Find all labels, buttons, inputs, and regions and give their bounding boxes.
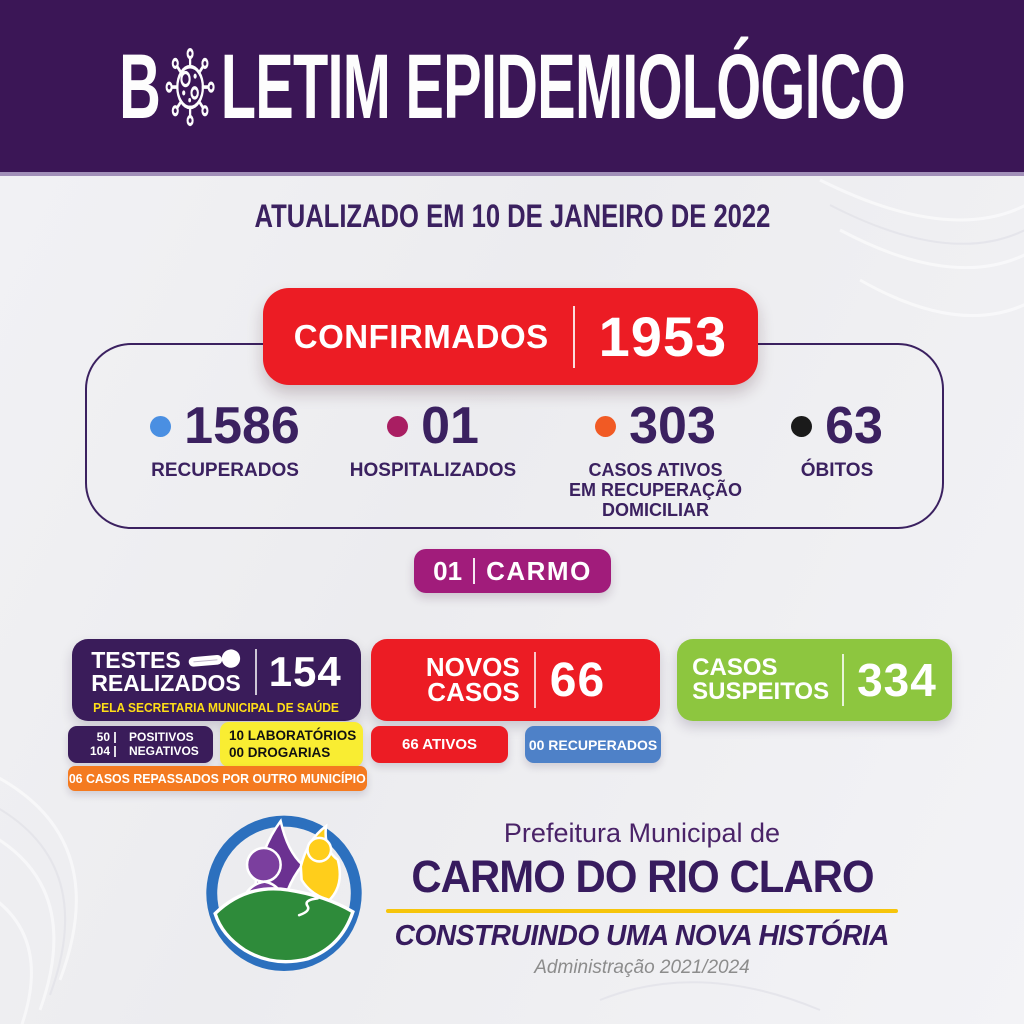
deaths-dot-icon (791, 415, 813, 437)
positives-row: 50 POSITIVOS (96, 729, 194, 744)
stat-deaths: 63 ÓBITOS (762, 400, 912, 481)
test-swab-icon (188, 649, 240, 669)
active-cases-label: CASOS ATIVOS EM RECUPERAÇÃO DOMICILIAR (568, 460, 742, 521)
virus-icon (165, 46, 215, 126)
city-badge-number: 01 (433, 555, 463, 586)
confirmed-banner: CONFIRMADOS 1953 (263, 288, 758, 385)
footer-gold-line (386, 909, 898, 913)
suspected-cases-box: CASOS SUSPEITOS 334 (677, 639, 952, 721)
divider (114, 746, 116, 758)
recovered-dot-icon (150, 415, 172, 437)
confirmed-value: 1953 (598, 305, 728, 368)
test-results-box: 50 POSITIVOS 104 NEGATIVOS (68, 726, 213, 763)
tests-box: TESTES REALIZADOS 154 PELA SECRETARIA MU… (72, 639, 361, 721)
city-hall-logo (206, 815, 362, 972)
title-letter-b: B (119, 33, 161, 138)
test-sources-box: 10 LABORATÓRIOS 00 DROGARIAS (220, 722, 363, 767)
recovered-new-cases-box: 00 RECUPERADOS (525, 726, 661, 763)
hospitalized-label: HOSPITALIZADOS (349, 460, 517, 481)
tests-subtitle: PELA SECRETARIA MUNICIPAL DE SAÚDE (93, 700, 340, 715)
city-badge-name: CARMO (486, 555, 592, 586)
drugstores-line: 00 DROGARIAS (229, 744, 331, 760)
active-new-cases-box: 66 ATIVOS (371, 726, 508, 763)
deaths-label: ÓBITOS (800, 460, 874, 481)
deaths-value: 63 (825, 397, 883, 455)
footer-city-name: CARMO DO RIO CLARO (410, 851, 874, 902)
divider (114, 731, 116, 743)
new-cases-value: 66 (549, 653, 606, 707)
stat-active-cases: 303 CASOS ATIVOS EM RECUPERAÇÃO DOMICILIAR (548, 400, 763, 520)
updated-date: ATUALIZADO EM 10 DE JANEIRO DE 2022 (254, 198, 770, 234)
city-badge: 01 CARMO (414, 549, 611, 593)
negatives-row: 104 NEGATIVOS (89, 744, 199, 758)
recovered-label: RECUPERADOS (151, 460, 299, 481)
transferred-cases-note: 06 CASOS REPASSADOS POR OUTRO MUNICÍPIO (68, 766, 367, 791)
tests-value: 154 (268, 647, 342, 695)
divider (533, 652, 536, 708)
labs-line: 10 LABORATÓRIOS (229, 728, 357, 744)
divider (473, 558, 476, 584)
title-rest: LETIM EPIDEMIOLÓGICO (220, 33, 906, 138)
recovered-value: 1586 (184, 397, 300, 455)
active-cases-value: 303 (629, 397, 716, 455)
new-cases-title: NOVOS CASOS (425, 652, 520, 707)
new-cases-box: NOVOS CASOS 66 (371, 639, 660, 721)
divider (842, 654, 845, 706)
hospitalized-dot-icon (387, 415, 409, 437)
suspected-value: 334 (857, 654, 937, 706)
divider (254, 648, 257, 695)
footer-pre-title: Prefeitura Municipal de (503, 818, 781, 848)
hospitalized-value: 01 (421, 397, 479, 455)
divider (572, 305, 575, 368)
footer-administration: Administração 2021/2024 (534, 957, 750, 978)
footer-text: Prefeitura Municipal de CARMO DO RIO CLA… (362, 818, 922, 979)
stat-hospitalized: 01 HOSPITALIZADOS (348, 400, 518, 481)
footer-slogan: CONSTRUINDO UMA NOVA HISTÓRIA (394, 920, 890, 952)
suspected-title: CASOS SUSPEITOS (692, 654, 830, 705)
page-title: B (119, 32, 906, 139)
tests-title: TESTES REALIZADOS (91, 648, 242, 695)
header-banner: B (0, 0, 1024, 176)
confirmed-label: CONFIRMADOS (293, 317, 549, 355)
stat-recovered: 1586 RECUPERADOS (100, 400, 350, 481)
active-cases-dot-icon (595, 415, 617, 437)
